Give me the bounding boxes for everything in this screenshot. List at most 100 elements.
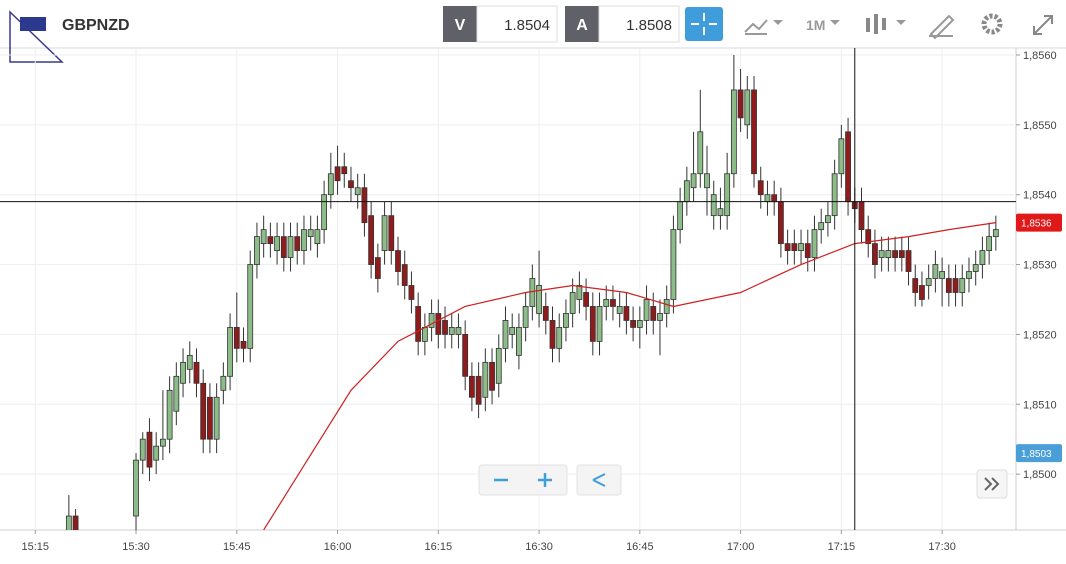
- candle-down: [845, 131, 851, 203]
- candle-up: [307, 229, 314, 238]
- candle-up: [878, 250, 885, 258]
- flag-icon: [20, 17, 46, 31]
- settings-icon[interactable]: [981, 13, 1003, 35]
- candle-up: [764, 194, 771, 203]
- moving-average: [263, 222, 996, 530]
- y-tick-label: 1,8540: [1023, 190, 1057, 202]
- ask-button[interactable]: [565, 6, 599, 42]
- candle-up: [677, 201, 684, 231]
- candle-down: [207, 396, 213, 440]
- y-tick-label: 1,8560: [1023, 50, 1057, 62]
- plot: [0, 48, 1016, 530]
- candle-up: [556, 327, 563, 349]
- candle-up: [986, 236, 993, 251]
- candle-up: [657, 313, 663, 321]
- candle-down: [784, 243, 791, 251]
- interval[interactable]: 1M: [806, 17, 825, 33]
- candle-up: [522, 306, 529, 328]
- candle-up: [885, 250, 892, 258]
- candle-up: [65, 515, 72, 530]
- candle-up: [260, 229, 267, 244]
- candle-up: [959, 278, 966, 293]
- candle-down: [650, 306, 657, 321]
- candle-down: [892, 250, 898, 258]
- price-tag-label: 1,8536: [1021, 219, 1052, 230]
- share-button[interactable]: [576, 464, 622, 496]
- candle-up: [139, 438, 146, 461]
- axes: 1,8500 1,8510 1,8520 1,8530 1,8540 1,8550 1,85…: [22, 50, 1062, 553]
- draw-icon[interactable]: [929, 14, 955, 40]
- candle-up: [576, 285, 583, 300]
- candle-down: [240, 340, 247, 349]
- candle-up: [448, 327, 455, 335]
- candle-down: [872, 243, 878, 265]
- candle-up: [932, 264, 939, 279]
- candle-up: [992, 229, 999, 238]
- candle-down: [374, 257, 381, 279]
- x-tick-label: 16:45: [626, 541, 654, 553]
- candle-up: [495, 347, 502, 384]
- candle-up: [704, 173, 710, 189]
- candle-up: [798, 243, 804, 251]
- candle-up: [301, 229, 307, 251]
- candle-down: [280, 236, 287, 258]
- dropdown[interactable]: [773, 20, 783, 25]
- candle-up: [327, 173, 334, 196]
- candle-up: [421, 327, 428, 342]
- candle-up: [972, 264, 979, 272]
- bid-button[interactable]: [443, 6, 477, 42]
- dropdown[interactable]: [830, 20, 840, 25]
- bid-box[interactable]: [476, 5, 558, 43]
- corner-mark: [9, 10, 64, 63]
- candle-up: [133, 459, 139, 517]
- candle-up: [636, 320, 643, 328]
- candle-up: [939, 271, 946, 279]
- candle-up: [683, 180, 690, 203]
- zoom-in[interactable]: [538, 473, 552, 487]
- share-icon: [592, 473, 606, 487]
- x-tick-label: 15:45: [223, 541, 251, 553]
- candle-down: [193, 361, 200, 384]
- candle-up: [979, 250, 986, 265]
- candle-down: [435, 313, 442, 335]
- candle-down: [408, 285, 415, 300]
- candle-down: [294, 236, 301, 251]
- candle-down: [737, 89, 744, 119]
- candle-up: [831, 173, 838, 217]
- candle-up: [321, 194, 328, 231]
- candle-down: [348, 180, 354, 189]
- candles-icon[interactable]: [866, 14, 886, 34]
- candle-up: [381, 215, 388, 251]
- candle-up: [314, 229, 321, 244]
- candle-up: [643, 299, 650, 321]
- candle-up: [254, 236, 260, 265]
- candle-down: [589, 306, 596, 342]
- ask-box[interactable]: [598, 5, 680, 43]
- candle-down: [361, 187, 368, 224]
- candle-up: [563, 313, 569, 328]
- candle-down: [388, 215, 395, 251]
- candle-down: [395, 250, 401, 272]
- candle-down: [72, 515, 79, 530]
- candle-up: [690, 173, 697, 189]
- candle-down: [952, 278, 959, 293]
- candle-down: [865, 229, 872, 244]
- crosshair-button[interactable]: [685, 7, 723, 41]
- candle-down: [334, 166, 341, 182]
- candle-up: [502, 320, 509, 349]
- bid-price: 1.8504: [504, 17, 550, 34]
- candle-up: [811, 229, 818, 258]
- candle-down: [777, 201, 784, 244]
- candle-down: [751, 89, 757, 175]
- candle-up: [603, 299, 610, 307]
- candle-up: [247, 264, 254, 349]
- expand-icon[interactable]: [1033, 15, 1053, 35]
- candle-down: [804, 243, 811, 258]
- chart-type-icon[interactable]: [744, 19, 768, 35]
- candle-up: [730, 89, 737, 175]
- y-tick-label: 1,8530: [1023, 260, 1057, 272]
- dropdown[interactable]: [896, 20, 906, 25]
- candle-down: [415, 306, 422, 342]
- candle-up: [744, 89, 751, 126]
